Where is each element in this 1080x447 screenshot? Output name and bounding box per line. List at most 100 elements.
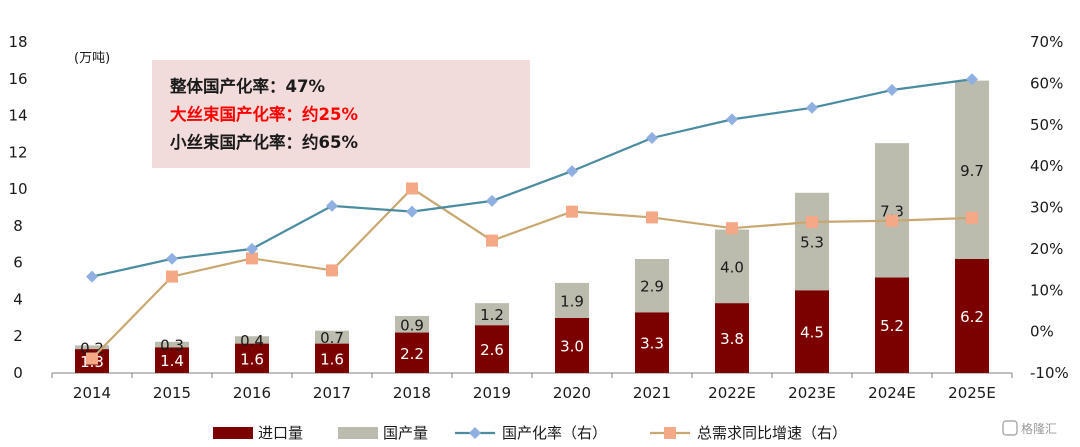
point-square	[886, 214, 898, 227]
bar-domestic	[875, 143, 909, 278]
point-diamond	[246, 242, 258, 255]
y-left-tick-label: 2	[13, 327, 23, 345]
point-diamond	[326, 199, 338, 212]
series-line	[91, 187, 973, 360]
point-square	[726, 222, 738, 235]
legend-marker-demand	[664, 427, 676, 439]
bar-import	[475, 325, 509, 373]
point-diamond	[886, 83, 898, 96]
point-diamond	[726, 113, 738, 126]
x-tick-label: 2022E	[708, 384, 756, 402]
bars: 1.30.21.40.31.60.41.60.72.20.92.61.23.01…	[75, 80, 989, 373]
x-tick-label: 2014	[73, 384, 111, 402]
bar-domestic	[635, 258, 669, 313]
data-label-import: 3.3	[640, 335, 664, 353]
data-label-import: 1.4	[160, 352, 184, 370]
point-diamond	[166, 252, 178, 265]
y-right-tick-label: -10%	[1030, 364, 1069, 382]
bar-domestic	[155, 341, 189, 348]
data-label-domestic: 0.3	[160, 336, 184, 354]
series-line	[91, 78, 973, 278]
y-left-tick-label: 4	[13, 290, 23, 308]
x-tick-label: 2019	[473, 384, 511, 402]
x-tick-label: 2018	[393, 384, 431, 402]
legend: 进口量 国产量 国产化率（右） 总需求同比增速（右）	[213, 424, 847, 442]
y-left-tick-label: 18	[8, 33, 27, 51]
point-diamond	[806, 101, 818, 114]
bar-domestic	[555, 282, 589, 318]
watermark-logo-icon	[1002, 420, 1018, 436]
y-axis-unit-label: (万吨)	[74, 51, 110, 66]
point-diamond	[966, 73, 978, 86]
legend-swatch-import	[213, 427, 253, 439]
bar-import	[955, 258, 989, 373]
bar-domestic	[75, 345, 109, 350]
point-square	[406, 182, 418, 195]
x-tick-label: 2021	[633, 384, 671, 402]
y-right-tick-label: 20%	[1030, 240, 1063, 258]
data-label-domestic: 5.3	[800, 234, 824, 252]
point-square	[566, 205, 578, 218]
data-label-domestic: 0.4	[240, 332, 264, 350]
bar-domestic	[955, 80, 989, 259]
legend-label-domestic: 国产量	[383, 424, 428, 442]
data-label-domestic: 1.2	[480, 306, 504, 324]
bar-domestic	[315, 330, 349, 344]
data-label-domestic: 0.9	[400, 316, 424, 334]
legend-label-import: 进口量	[258, 424, 303, 442]
data-label-domestic: 0.7	[320, 329, 344, 347]
point-square	[326, 264, 338, 277]
y-left-tick-label: 10	[8, 180, 27, 198]
y-left-tick-label: 16	[8, 70, 27, 88]
point-square	[246, 252, 258, 265]
data-label-import: 3.8	[720, 330, 744, 348]
y-left-tick-label: 8	[13, 217, 23, 235]
data-label-domestic: 4.0	[720, 258, 744, 276]
annotation-background	[152, 60, 530, 168]
data-label-domestic: 2.9	[640, 278, 664, 296]
annotation-line-small-tow: 小丝束国产化率：约65%	[170, 132, 358, 152]
point-diamond	[646, 131, 658, 144]
x-tick-label: 2020	[553, 384, 591, 402]
annotation-line-overall: 整体国产化率：47%	[170, 76, 325, 96]
point-diamond	[566, 165, 578, 178]
y-right-tick-label: 10%	[1030, 281, 1063, 299]
data-label-import: 2.6	[480, 341, 504, 359]
watermark: 格隆汇	[1002, 420, 1057, 436]
point-square	[486, 234, 498, 247]
y-left-tick-label: 14	[8, 107, 27, 125]
data-label-domestic: 9.7	[960, 162, 984, 180]
x-tick-label: 2017	[313, 384, 351, 402]
bar-import	[715, 303, 749, 373]
data-label-domestic: 1.9	[560, 292, 584, 310]
y-right-tick-label: 40%	[1030, 157, 1063, 175]
annotation-line-large-tow: 大丝束国产化率：约25%	[170, 104, 358, 124]
bar-import	[155, 347, 189, 373]
lines	[86, 73, 978, 365]
y-right-tick-label: 30%	[1030, 199, 1063, 217]
legend-swatch-domestic	[338, 427, 378, 439]
bar-import	[235, 343, 269, 373]
bar-domestic	[795, 192, 829, 291]
annotation-box: 整体国产化率：47% 大丝束国产化率：约25% 小丝束国产化率：约65%	[152, 60, 530, 168]
point-diamond	[86, 270, 98, 283]
x-tick-label: 2023E	[788, 384, 836, 402]
x-tick-label: 2024E	[868, 384, 916, 402]
bar-import	[795, 290, 829, 373]
y-left-tick-label: 12	[8, 143, 27, 161]
point-square	[86, 352, 98, 365]
bar-domestic	[395, 315, 429, 333]
data-label-import: 6.2	[960, 308, 984, 326]
point-square	[966, 211, 978, 224]
data-label-import: 4.5	[800, 324, 824, 342]
x-tick-label: 2025E	[948, 384, 996, 402]
watermark-text: 格隆汇	[1021, 421, 1057, 436]
bar-import	[635, 312, 669, 373]
y-left-tick-label: 0	[13, 364, 23, 382]
point-square	[806, 215, 818, 228]
bar-import	[555, 317, 589, 373]
legend-label-demand: 总需求同比增速（右）	[697, 424, 847, 442]
y-right-tick-label: 0%	[1030, 323, 1054, 341]
bar-domestic	[235, 336, 269, 344]
